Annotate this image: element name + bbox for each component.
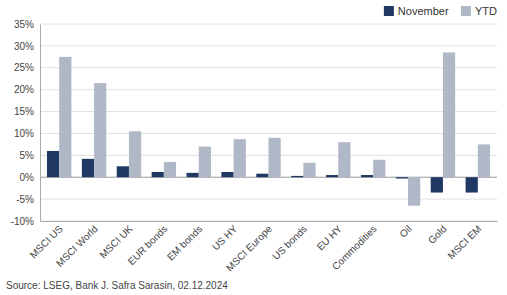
tick: 20% — [14, 84, 40, 95]
bar — [303, 163, 315, 177]
bars — [47, 52, 490, 205]
tick: 5% — [20, 150, 40, 161]
bar — [47, 151, 59, 177]
grid-line — [40, 45, 497, 46]
tick-label: Oil — [397, 223, 413, 239]
axis-line — [40, 25, 41, 222]
tick-label: 15% — [14, 106, 34, 117]
tick-label: 0% — [20, 172, 35, 183]
tick: MSCI Europe — [224, 223, 275, 274]
tick: US bonds — [270, 223, 309, 262]
tick-label: EM bonds — [165, 223, 205, 263]
tick: -5% — [16, 194, 40, 205]
bar — [152, 172, 164, 177]
grid-line — [40, 133, 497, 134]
bar — [443, 52, 455, 177]
tick: 25% — [14, 62, 40, 73]
grid-line — [40, 24, 497, 25]
tick: MSCI World — [54, 223, 100, 269]
bar — [129, 131, 141, 177]
bar — [338, 142, 350, 177]
tick: EU HY — [315, 223, 345, 253]
tick-label: US HY — [210, 223, 240, 253]
grid-line — [40, 111, 497, 112]
tick-label: US bonds — [270, 223, 309, 262]
bar — [221, 172, 233, 177]
tick: Oil — [397, 223, 413, 239]
chart: -10% -5% 0% 5% 10% 15% 20% 25% 30% 35% MSCI USMSCI… — [0, 0, 507, 295]
grid-line — [40, 67, 497, 68]
bar — [199, 147, 211, 178]
legend-label: November — [398, 5, 449, 17]
tick: EUR bonds — [126, 223, 170, 267]
tick: Gold — [426, 223, 449, 246]
tick: 10% — [14, 128, 40, 139]
axis-line — [41, 221, 498, 222]
legend: November YTD — [384, 5, 497, 17]
bar — [59, 57, 71, 177]
grid-line — [40, 89, 497, 90]
tick-label: 35% — [14, 19, 34, 30]
bar — [94, 83, 106, 177]
bar — [256, 174, 268, 178]
tick-label: MSCI World — [54, 223, 100, 269]
annotation: Source: LSEG, Bank J. Safra Sarasin, 02.… — [6, 280, 228, 291]
bar — [326, 175, 338, 177]
tick-label: Gold — [426, 223, 449, 246]
bar — [291, 176, 303, 177]
tick-label: Commodities — [330, 223, 379, 272]
tick-label: EU HY — [315, 223, 345, 253]
tick-label: MSCI Europe — [224, 223, 275, 274]
legend-item: November — [384, 5, 449, 17]
bar — [269, 138, 281, 177]
bar — [117, 166, 129, 177]
legend-label: YTD — [475, 5, 497, 17]
grid-line — [40, 221, 497, 222]
tick-label: MSCI EM — [445, 223, 483, 261]
bar — [408, 177, 420, 205]
bar — [466, 177, 478, 192]
bar — [164, 162, 176, 177]
bar — [234, 139, 246, 177]
tick: Commodities — [330, 223, 379, 272]
tick-label: 30% — [14, 41, 34, 52]
tick-label: 5% — [20, 150, 35, 161]
y-axis: -10% -5% 0% 5% 10% 15% 20% 25% 30% 35% — [11, 19, 41, 227]
x-axis: MSCI USMSCI WorldMSCI UKEUR bondsEM bond… — [28, 222, 498, 274]
bar — [361, 175, 373, 177]
plot: -10% -5% 0% 5% 10% 15% 20% 25% 30% 35% MSCI USMSCI… — [11, 19, 498, 274]
bar — [82, 159, 94, 177]
tick: 35% — [14, 19, 40, 30]
legend-swatch — [384, 6, 394, 16]
tick: -10% — [11, 216, 40, 227]
bar — [396, 177, 408, 178]
bar — [373, 160, 385, 178]
tick: 0% — [20, 172, 40, 183]
tick: MSCI EM — [445, 223, 483, 261]
legend-item: YTD — [461, 5, 497, 17]
tick-label: -5% — [16, 194, 34, 205]
legend-swatch — [461, 6, 471, 16]
tick: 15% — [14, 106, 40, 117]
tick-label: 20% — [14, 84, 34, 95]
tick: 30% — [14, 41, 40, 52]
grid — [40, 24, 497, 221]
series — [59, 52, 490, 205]
bar — [187, 173, 199, 177]
tick: US HY — [210, 223, 240, 253]
tick-label: 25% — [14, 62, 34, 73]
bar — [478, 144, 490, 177]
tick-label: EUR bonds — [126, 223, 170, 267]
tick-label: 10% — [14, 128, 34, 139]
tick-label: -10% — [11, 216, 34, 227]
bar — [431, 177, 443, 192]
grid-line — [40, 199, 497, 200]
tick: EM bonds — [165, 223, 205, 263]
